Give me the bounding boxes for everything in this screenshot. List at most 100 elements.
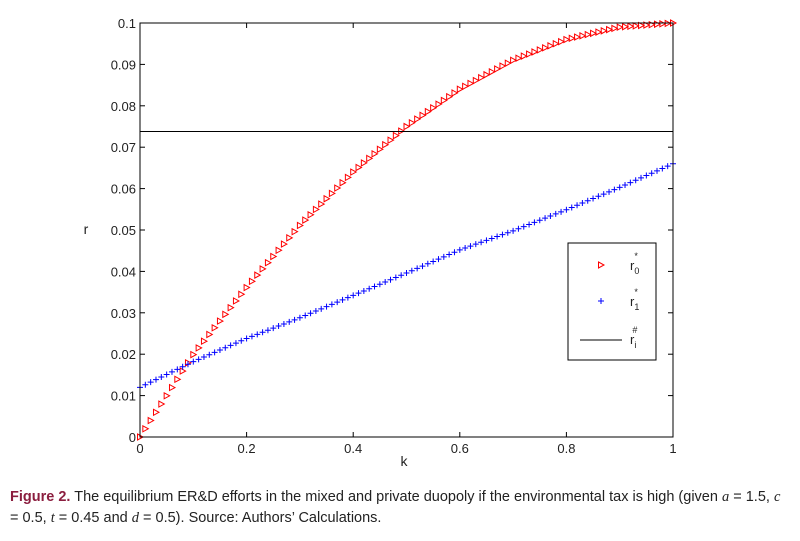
data-point-r0 [248, 277, 256, 286]
data-point-r1 [600, 191, 607, 198]
data-point-r1 [622, 181, 629, 188]
caption-var-c: c [773, 489, 781, 505]
data-point-r1 [579, 200, 586, 207]
data-point-r1 [483, 237, 490, 244]
data-point-r1 [568, 204, 575, 211]
data-point-r0 [270, 252, 278, 261]
data-point-r1 [328, 301, 335, 308]
data-point-r1 [158, 374, 165, 381]
data-point-r1 [648, 170, 655, 177]
legend-plus [598, 298, 604, 304]
data-point-r1 [174, 366, 181, 373]
data-point-r0 [403, 122, 411, 131]
data-point-r1 [312, 308, 319, 315]
data-point-r1 [616, 184, 623, 191]
data-point-r1 [488, 235, 495, 242]
data-point-r0 [232, 297, 240, 305]
data-point-r0 [291, 227, 299, 236]
data-point-r0 [446, 92, 454, 101]
data-point-r0 [440, 96, 448, 105]
data-point-r0 [302, 216, 310, 224]
data-point-r1 [547, 213, 554, 220]
plot-marks [137, 19, 678, 441]
data-point-r1 [387, 276, 394, 283]
data-point-r0 [371, 149, 379, 158]
caption-text-1: The equilibrium ER&D efforts in the mixe… [74, 489, 722, 505]
legend-marker-r0 [598, 261, 606, 269]
data-point-r1 [451, 249, 458, 256]
data-point-r0 [488, 68, 496, 76]
data-point-r1 [558, 208, 565, 215]
data-point-r1 [398, 272, 405, 279]
data-point-r1 [184, 361, 191, 368]
data-point-r0 [328, 189, 336, 198]
data-point-r0 [355, 163, 363, 172]
data-point-r1 [275, 323, 282, 330]
data-point-r0 [659, 19, 667, 28]
data-point-r0 [259, 265, 267, 273]
data-point-r1 [222, 344, 229, 351]
data-point-r0 [174, 375, 182, 384]
data-point-r1 [296, 314, 303, 321]
x-tick-label: 0.4 [344, 441, 362, 456]
legend-triangle [598, 261, 606, 269]
data-point-r1 [195, 356, 202, 363]
data-point-r1 [563, 206, 570, 213]
data-point-r1 [462, 244, 469, 251]
data-point-r0 [483, 70, 491, 79]
data-point-r1 [302, 312, 309, 319]
series-1 [137, 160, 676, 391]
data-point-r1 [440, 253, 447, 260]
caption-a-val: = 1.5, [729, 489, 774, 505]
data-point-r0 [238, 290, 246, 299]
data-point-r0 [275, 246, 283, 255]
data-point-r1 [243, 335, 250, 342]
data-point-r0 [616, 23, 624, 31]
data-point-r1 [627, 179, 634, 186]
data-point-r0 [243, 283, 251, 292]
data-point-r1 [152, 376, 159, 383]
chart: 0 0.2 0.4 0.6 0.8 1 0 0.01 0.02 0.03 0.04 0.05 0.06 0… [84, 16, 678, 469]
data-point-r0 [515, 54, 523, 63]
data-point-r0 [296, 221, 304, 230]
data-point-r0 [510, 56, 518, 65]
data-point-r1 [344, 294, 351, 301]
data-point-r0 [382, 140, 390, 149]
series-0 [137, 19, 678, 441]
data-point-r1 [456, 246, 463, 253]
data-point-r1 [270, 325, 277, 332]
data-point-r1 [595, 193, 602, 200]
data-point-r0 [344, 173, 352, 182]
data-point-r1 [504, 229, 511, 236]
caption-c-val: = 0.5, [10, 510, 51, 526]
data-point-r0 [526, 50, 534, 58]
data-point-r1 [446, 251, 453, 258]
data-point-r0 [350, 168, 358, 176]
data-point-r1 [366, 285, 373, 292]
data-point-r1 [264, 327, 271, 334]
data-point-r1 [408, 267, 415, 274]
data-point-r0 [595, 28, 603, 36]
data-point-r1 [654, 167, 661, 174]
legend-entry-r0: r0* [630, 251, 639, 276]
data-point-r1 [323, 303, 330, 310]
data-point-r1 [606, 188, 613, 195]
figure-caption: Figure 2. The equilibrium ER&D efforts i… [10, 487, 790, 529]
data-point-r0 [152, 408, 161, 417]
data-point-r1 [542, 215, 549, 222]
data-point-r0 [216, 317, 224, 325]
data-point-r0 [147, 416, 155, 425]
data-point-r1 [206, 351, 213, 358]
data-point-r1 [371, 283, 378, 290]
data-point-r0 [456, 85, 464, 94]
data-point-r0 [195, 344, 203, 352]
x-tick-label: 0 [136, 441, 143, 456]
data-point-r1 [499, 231, 506, 238]
x-axis-label: k [401, 453, 409, 469]
data-point-r0 [376, 145, 384, 154]
data-point-r1 [291, 316, 298, 323]
data-point-r0 [478, 73, 486, 82]
caption-var-d: d [131, 510, 139, 526]
data-point-r0 [568, 34, 576, 43]
data-point-r1 [211, 349, 218, 356]
